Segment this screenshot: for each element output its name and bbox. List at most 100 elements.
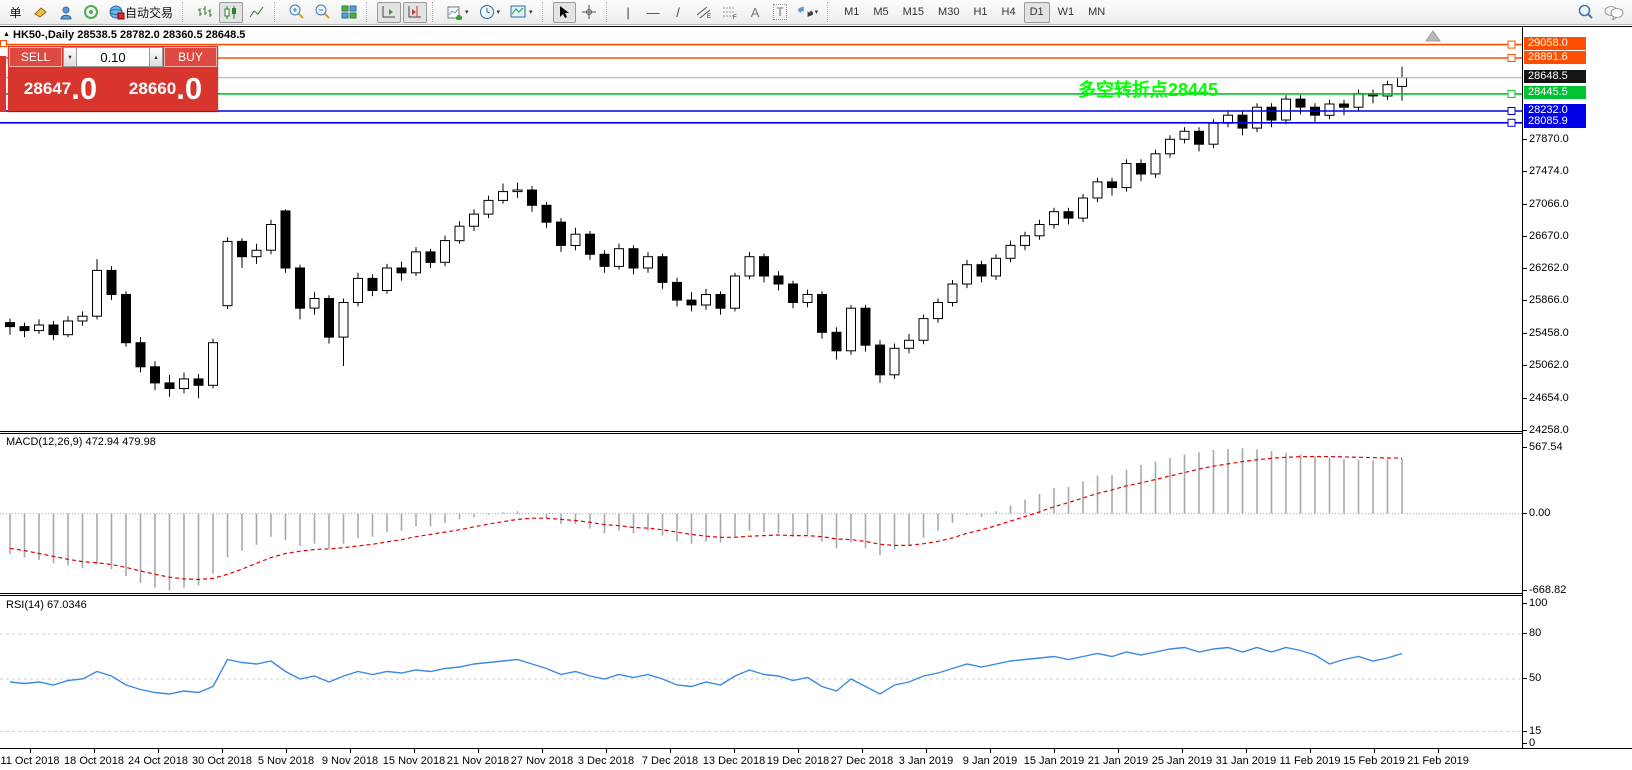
panel-separator[interactable]	[0, 431, 1632, 434]
line-handle[interactable]	[1507, 54, 1516, 62]
volume-decrease-button[interactable]: ▼	[63, 47, 77, 67]
date-tick	[542, 749, 543, 753]
arrow-marker[interactable]	[1425, 30, 1441, 42]
autotrading-button[interactable]: 自动交易	[105, 2, 177, 23]
timeframe-button-m1[interactable]: M1	[844, 6, 860, 18]
axis-tick	[1523, 429, 1527, 431]
chart-annotation-text[interactable]: 多空转折点28445	[1077, 80, 1218, 100]
time-axis[interactable]: 11 Oct 2018 18 Oct 2018 24 Oct 2018 30 Oct …	[0, 749, 1632, 770]
volume-increase-button[interactable]: ▲	[149, 47, 163, 67]
arrows-button[interactable]: ▾	[794, 2, 823, 23]
chart-shift-button[interactable]	[403, 1, 428, 23]
timeframe-button-mn[interactable]: MN	[1088, 6, 1106, 18]
timeframe-group: M1 M5 M15 M30 H1 H4 D1 W1 MN	[838, 1, 1111, 23]
date-tick	[734, 749, 735, 753]
price-chart-canvas[interactable]	[0, 28, 1522, 431]
indicators-button[interactable]: ▾	[443, 2, 473, 23]
candle	[1136, 163, 1146, 175]
buy-button[interactable]: BUY	[164, 47, 217, 67]
chart-title: ▲ HK50-,Daily 28538.5 28782.0 28360.5 28…	[3, 29, 245, 41]
line-handle[interactable]	[1507, 107, 1516, 115]
text-button[interactable]: A	[744, 2, 767, 23]
price-line-badge: 29058.0	[1524, 37, 1586, 51]
candle	[5, 322, 15, 328]
crosshair-button[interactable]	[578, 2, 601, 23]
line-chart-button[interactable]	[245, 2, 269, 23]
chat-icon	[1604, 5, 1624, 20]
timeframe-button-m30[interactable]: M30	[938, 6, 960, 18]
new-order-button[interactable]: 单	[4, 2, 27, 23]
zoom-in-button[interactable]	[285, 2, 309, 23]
timeframe-button-m15[interactable]: M15	[902, 6, 925, 18]
chat-button[interactable]	[1600, 2, 1628, 23]
timeframe-button-d1[interactable]: D1	[1023, 1, 1050, 23]
templates-button[interactable]: ▾	[506, 2, 537, 23]
channel-button[interactable]: E	[692, 2, 716, 23]
cursor-button[interactable]	[552, 1, 576, 23]
search-icon	[1578, 4, 1593, 19]
line-handle[interactable]	[1507, 40, 1516, 49]
periods-button[interactable]: ▾	[475, 2, 505, 23]
date-label: 15 Nov 2018	[382, 755, 446, 767]
toolbar-separator	[605, 2, 612, 22]
horizontal-line-button[interactable]: —	[642, 2, 665, 23]
candle	[324, 298, 334, 338]
signals-button[interactable]	[80, 2, 103, 23]
bars-icon	[198, 6, 213, 17]
axis-tick	[1523, 235, 1527, 237]
axis-tick	[1523, 730, 1527, 732]
rsi-chart-canvas[interactable]	[0, 596, 1522, 749]
candle	[527, 189, 537, 206]
axis-tick	[1523, 268, 1527, 270]
buy-price[interactable]: 28660.0	[114, 68, 217, 110]
candle	[483, 199, 494, 215]
fibonacci-button[interactable]: F	[718, 2, 742, 23]
date-tick	[670, 749, 671, 753]
auto-scroll-icon	[382, 6, 396, 18]
template-icon	[510, 5, 526, 18]
zoom-out-icon	[315, 4, 330, 19]
sell-button[interactable]: SELL	[9, 47, 62, 67]
timeframe-button-h4[interactable]: H4	[1001, 6, 1016, 18]
vertical-line-button[interactable]: |	[617, 2, 640, 23]
sell-price[interactable]: 28647.0	[9, 68, 112, 110]
text-label-button[interactable]: T	[769, 2, 792, 23]
candle	[454, 225, 465, 242]
timeframe-button-m5[interactable]: M5	[873, 6, 889, 18]
zoom-out-button[interactable]	[311, 2, 335, 23]
auto-scroll-button[interactable]	[377, 1, 402, 23]
crosshair-icon	[582, 5, 597, 19]
trendline-icon: /	[676, 4, 680, 20]
trendline-button[interactable]: /	[667, 2, 690, 23]
price-axis[interactable]: 27870.0 27474.0 27066.0 26670.0 26262.0 25866…	[1522, 27, 1632, 749]
line-handle[interactable]	[0, 40, 7, 47]
add-indicator-icon	[447, 6, 463, 20]
candle-chart-button[interactable]	[219, 1, 244, 23]
timeframe-button-w1[interactable]: W1	[1057, 6, 1075, 18]
macd-tick-label: 0.00	[1529, 506, 1551, 519]
axis-tick	[1523, 512, 1527, 514]
line-handle[interactable]	[1507, 89, 1516, 98]
candle	[1150, 153, 1161, 175]
candle	[570, 233, 581, 246]
candle	[1339, 103, 1349, 108]
arrows-icon	[797, 6, 813, 17]
panel-collapse-icon[interactable]: ▲	[3, 31, 10, 38]
macd-chart-canvas[interactable]	[0, 434, 1522, 593]
market-watch-button[interactable]	[55, 2, 78, 23]
svg-text:E: E	[707, 14, 711, 19]
tile-windows-button[interactable]	[337, 2, 361, 23]
candle	[266, 224, 276, 251]
search-button[interactable]	[1574, 2, 1598, 23]
candle	[92, 269, 102, 317]
styler-button[interactable]	[29, 2, 53, 23]
volume-input[interactable]: 0.10	[77, 47, 149, 67]
candle	[19, 326, 30, 332]
timeframe-button-h1[interactable]: H1	[973, 6, 988, 18]
line-handle[interactable]	[1507, 118, 1516, 127]
date-label: 9 Nov 2018	[321, 755, 379, 767]
dropdown-caret: ▾	[529, 9, 533, 16]
bar-chart-button[interactable]	[193, 2, 217, 23]
panel-separator[interactable]	[0, 593, 1632, 596]
candle	[295, 267, 305, 309]
